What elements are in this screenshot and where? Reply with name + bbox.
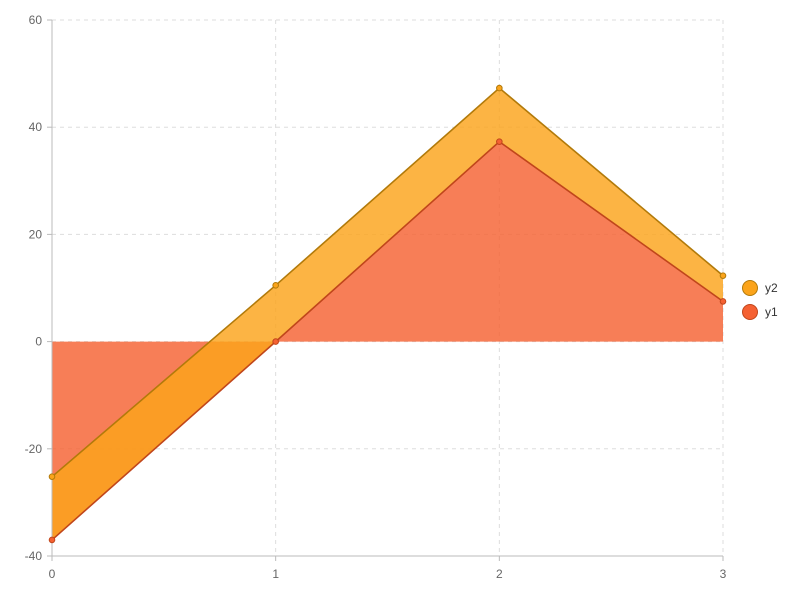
point-y2 [48, 473, 56, 480]
point-y2 [719, 272, 727, 279]
point-y1 [496, 138, 503, 145]
y-tick-label: 20 [29, 227, 43, 241]
legend-label: y1 [765, 305, 778, 319]
y-tick-label: 60 [29, 13, 43, 27]
point-y1 [272, 338, 279, 345]
axes [51, 20, 723, 557]
line-y1 [51, 140, 724, 541]
legend-swatch [742, 304, 758, 320]
legend-label: y2 [765, 281, 778, 295]
x-tick-label: 1 [272, 567, 279, 581]
x-tick-label: 2 [496, 567, 503, 581]
legend-swatch [742, 280, 758, 296]
areas [52, 88, 723, 540]
legend-item-y2[interactable]: y2 [742, 280, 779, 296]
line-y2 [51, 87, 724, 478]
tick-labels: -40 -20 0 20 40 60 0 1 2 3 [25, 13, 727, 581]
x-tick-label: 0 [49, 567, 56, 581]
legend[interactable]: y2 y1 [742, 280, 779, 320]
x-tick-label: 3 [720, 567, 727, 581]
point-y2 [272, 282, 279, 289]
y-tick-label: 0 [35, 335, 42, 349]
point-y1 [48, 536, 56, 544]
series-lines [51, 87, 724, 541]
area-y1 [52, 141, 723, 540]
y-tick-label: -40 [25, 549, 43, 563]
y-tick-label: 40 [29, 120, 43, 134]
legend-item-y1[interactable]: y1 [742, 304, 779, 320]
data-points [48, 84, 727, 544]
y-tick-label: -20 [25, 442, 43, 456]
point-y1 [719, 298, 727, 305]
point-y2 [496, 84, 503, 92]
